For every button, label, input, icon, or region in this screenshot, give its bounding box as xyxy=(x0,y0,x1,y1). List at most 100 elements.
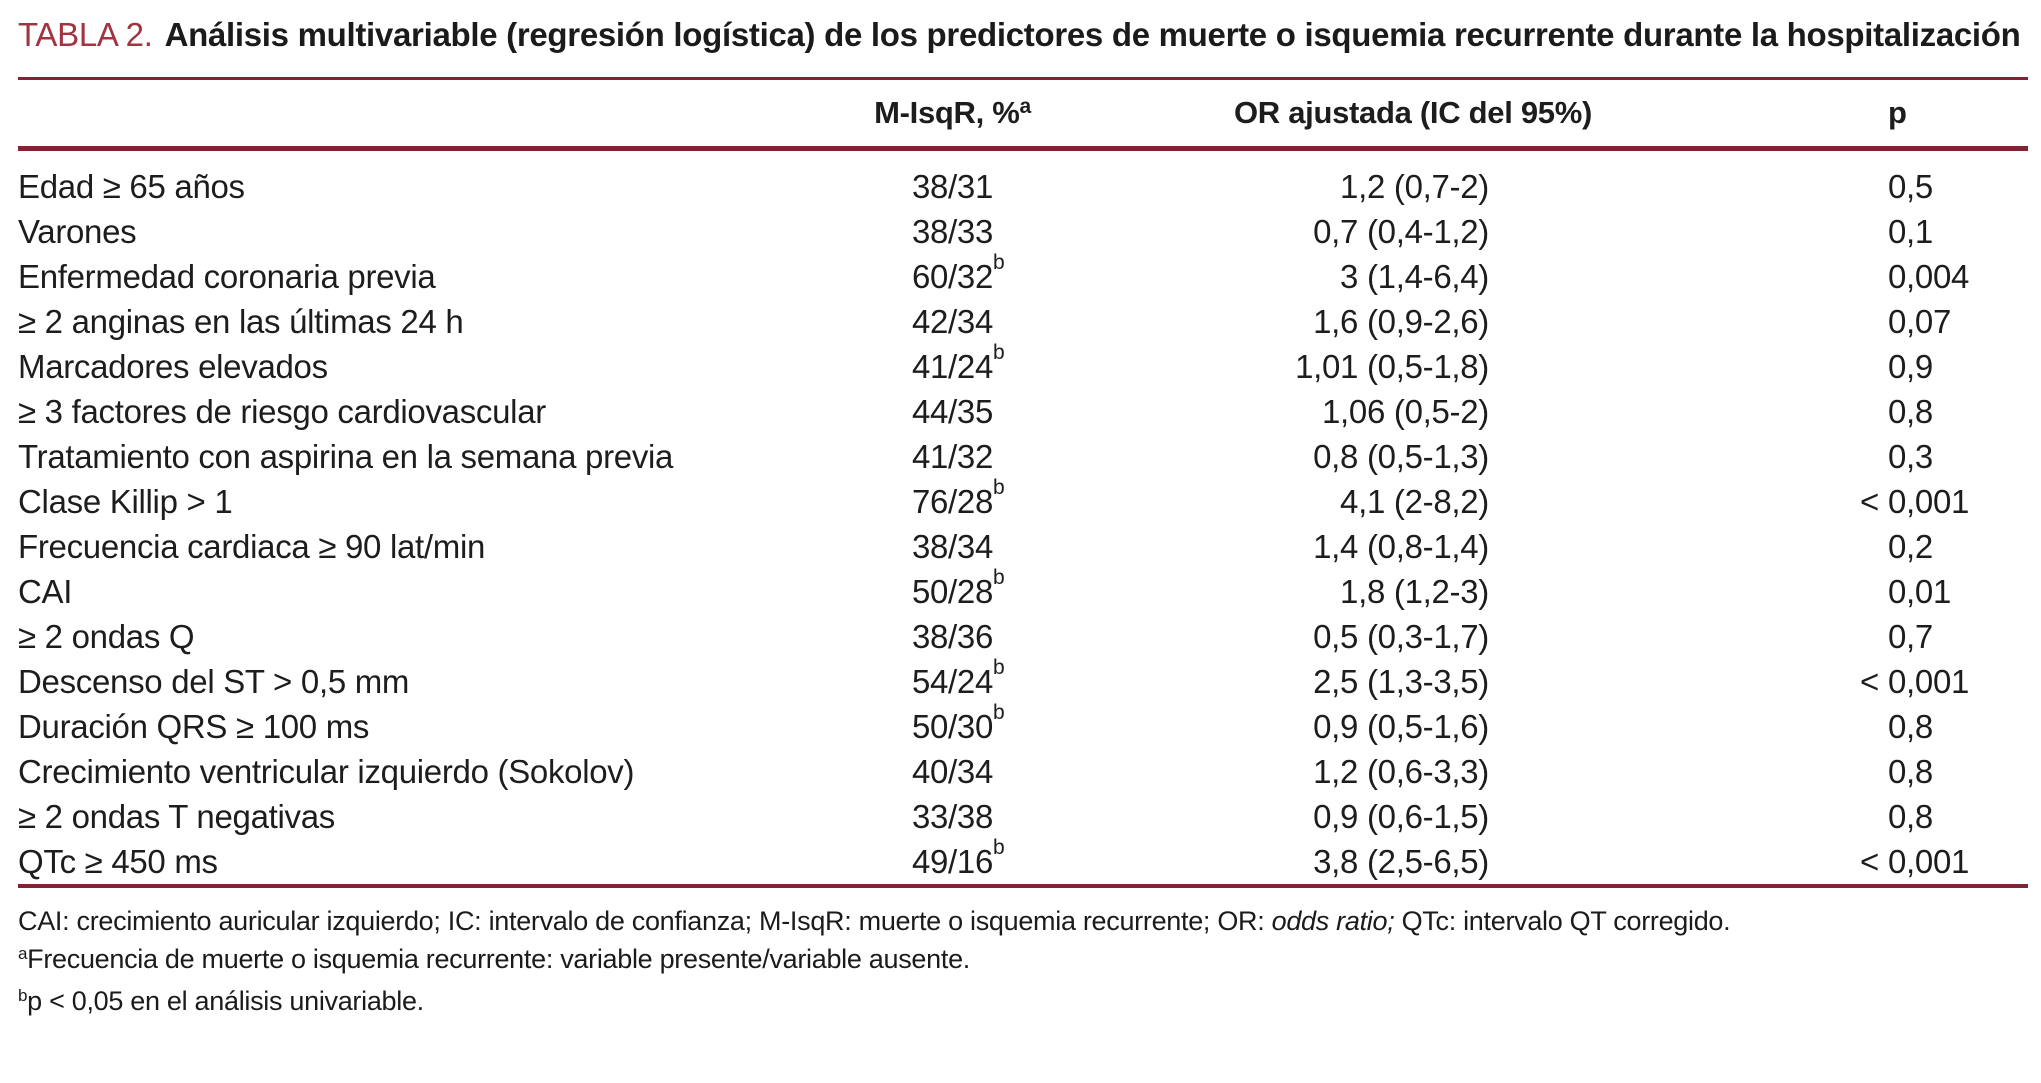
cell-variable: QTc ≥ 450 ms xyxy=(18,842,218,880)
table-row: Varones 38/33 0,7 (0,4-1,2) 0,1 xyxy=(0,209,2041,254)
table-header-row: M-IsqR, %a OR ajustada (IC del 95%) p xyxy=(0,80,2041,146)
cell-or: 1,06 (0,5-2) xyxy=(1322,392,1489,430)
cell-variable: Edad ≥ 65 años xyxy=(18,167,245,205)
cell-or: 1,2 (0,7-2) xyxy=(1340,167,1489,205)
table-row: ≥ 2 ondas T negativas 33/38 0,9 (0,6-1,5… xyxy=(0,794,2041,839)
table-row: Frecuencia cardiaca ≥ 90 lat/min 38/34 1… xyxy=(0,524,2041,569)
footnote-a: aFrecuencia de muerte o isquemia recurre… xyxy=(18,944,970,974)
cell-or: 0,7 (0,4-1,2) xyxy=(1313,212,1489,250)
superscript-b: b xyxy=(993,565,1005,589)
cell-p: 0,1 xyxy=(1888,212,1933,250)
table-row: CAI 50/28 b 1,8 (1,2-3) 0,01 xyxy=(0,565,2041,614)
superscript-a: a xyxy=(18,944,28,963)
cell-misqr: 38/36 xyxy=(911,617,994,655)
table-row: ≥ 2 anginas en las últimas 24 h 42/34 1,… xyxy=(0,299,2041,344)
superscript-b: b xyxy=(993,340,1005,364)
cell-misqr: 60/32 b xyxy=(911,250,1005,295)
column-header-misqr: M-IsqR, %a xyxy=(874,95,1031,130)
cell-misqr: 54/24 b xyxy=(911,655,1005,700)
cell-misqr: 40/34 xyxy=(911,752,994,790)
cell-or: 0,5 (0,3-1,7) xyxy=(1313,617,1489,655)
cell-p: 0,8 xyxy=(1888,752,1933,790)
table-row: Marcadores elevados 41/24 b 1,01 (0,5-1,8… xyxy=(0,340,2041,389)
table-row: Tratamiento con aspirina en la semana pr… xyxy=(0,434,2041,479)
superscript-b: b xyxy=(993,655,1005,679)
cell-variable: Varones xyxy=(18,212,137,250)
cell-or: 1,01 (0,5-1,8) xyxy=(1295,347,1489,385)
table-title: TABLA 2. Análisis multivariable (regresió… xyxy=(0,0,2041,57)
cell-variable: CAI xyxy=(18,572,73,610)
cell-or: 4,1 (2-8,2) xyxy=(1340,482,1489,520)
cell-misqr: 38/31 xyxy=(911,167,994,205)
less-than-prefix: < xyxy=(1860,662,1879,700)
less-than-prefix: < xyxy=(1860,842,1879,880)
table-row: QTc ≥ 450 ms 49/16 b 3,8 (2,5-6,5) <0,001 xyxy=(0,835,2041,884)
cell-p: 0,7 xyxy=(1888,617,1933,655)
cell-misqr: 44/35 xyxy=(911,392,994,430)
cell-or: 1,8 (1,2-3) xyxy=(1340,572,1489,610)
cell-misqr: 50/28 b xyxy=(911,565,1005,610)
cell-or: 1,6 (0,9-2,6) xyxy=(1313,302,1489,340)
cell-p: 0,8 xyxy=(1888,707,1933,745)
cell-p: 0,2 xyxy=(1888,527,1933,565)
cell-or: 2,5 (1,3-3,5) xyxy=(1313,662,1489,700)
cell-variable: Enfermedad coronaria previa xyxy=(18,257,436,295)
cell-or: 0,9 (0,5-1,6) xyxy=(1313,707,1489,745)
table-row: ≥ 3 factores de riesgo cardiovascular 44… xyxy=(0,389,2041,434)
superscript-b: b xyxy=(993,250,1005,274)
cell-misqr: 42/34 xyxy=(911,302,994,340)
cell-p: 0,01 xyxy=(1888,572,1952,610)
cell-variable: Descenso del ST > 0,5 mm xyxy=(18,662,410,700)
cell-p: <0,001 xyxy=(1860,842,1970,880)
cell-p: 0,07 xyxy=(1888,302,1952,340)
footnote-abbreviations: CAI: crecimiento auricular izquierdo; IC… xyxy=(18,906,1731,936)
cell-p: <0,001 xyxy=(1860,662,1970,700)
table-number-label: TABLA 2. xyxy=(18,16,153,53)
cell-p: 0,8 xyxy=(1888,392,1933,430)
cell-p: <0,001 xyxy=(1860,482,1970,520)
column-header-or: OR ajustada (IC del 95%) xyxy=(1233,95,1592,130)
less-than-prefix: < xyxy=(1860,482,1879,520)
cell-p: 0,5 xyxy=(1888,167,1933,205)
column-header-p: p xyxy=(1888,95,1907,130)
cell-variable: Tratamiento con aspirina en la semana pr… xyxy=(18,437,674,475)
table-row: Crecimiento ventricular izquierdo (Sokol… xyxy=(0,749,2041,794)
cell-variable: Frecuencia cardiaca ≥ 90 lat/min xyxy=(18,527,486,565)
table-title-text: Análisis multivariable (regresión logíst… xyxy=(164,16,2021,53)
table-row: Clase Killip > 1 76/28 b 4,1 (2-8,2) <0,0… xyxy=(0,475,2041,524)
cell-misqr: 38/33 xyxy=(911,212,994,250)
cell-variable: ≥ 3 factores de riesgo cardiovascular xyxy=(18,392,546,430)
cell-or: 3 (1,4-6,4) xyxy=(1340,257,1489,295)
cell-or: 0,9 (0,6-1,5) xyxy=(1313,797,1489,835)
table-body: Edad ≥ 65 años 38/31 1,2 (0,7-2) 0,5 Var… xyxy=(0,151,2041,884)
cell-or: 1,2 (0,6-3,3) xyxy=(1313,752,1489,790)
table-row: ≥ 2 ondas Q 38/36 0,5 (0,3-1,7) 0,7 xyxy=(0,614,2041,659)
table-row: Descenso del ST > 0,5 mm 54/24 b 2,5 (1,3… xyxy=(0,655,2041,704)
superscript-b: b xyxy=(993,700,1005,724)
cell-misqr: 38/34 xyxy=(911,527,994,565)
cell-variable: ≥ 2 ondas Q xyxy=(18,617,195,655)
cell-misqr: 49/16 b xyxy=(911,835,1005,880)
superscript-b: b xyxy=(993,835,1005,859)
cell-or: 3,8 (2,5-6,5) xyxy=(1313,842,1489,880)
cell-variable: ≥ 2 ondas T negativas xyxy=(18,797,335,835)
cell-variable: Duración QRS ≥ 100 ms xyxy=(18,707,370,745)
cell-p: 0,9 xyxy=(1888,347,1933,385)
cell-variable: Clase Killip > 1 xyxy=(18,482,233,520)
cell-p: 0,004 xyxy=(1888,257,1970,295)
cell-or: 0,8 (0,5-1,3) xyxy=(1313,437,1489,475)
odds-ratio-italic: odds ratio; xyxy=(1271,906,1395,936)
cell-misqr: 41/24 b xyxy=(911,340,1005,385)
superscript-b: b xyxy=(993,475,1005,499)
cell-variable: ≥ 2 anginas en las últimas 24 h xyxy=(18,302,464,340)
cell-misqr: 76/28 b xyxy=(911,475,1005,520)
cell-variable: Crecimiento ventricular izquierdo (Sokol… xyxy=(18,752,635,790)
footnote-b: bp < 0,05 en el análisis univariable. xyxy=(18,986,424,1016)
cell-misqr: 50/30 b xyxy=(911,700,1005,745)
table-row: Duración QRS ≥ 100 ms 50/30 b 0,9 (0,5-1,… xyxy=(0,700,2041,749)
cell-variable: Marcadores elevados xyxy=(18,347,328,385)
cell-p: 0,3 xyxy=(1888,437,1933,475)
divider-top xyxy=(18,77,2028,80)
table-row: Edad ≥ 65 años 38/31 1,2 (0,7-2) 0,5 xyxy=(0,164,2041,209)
